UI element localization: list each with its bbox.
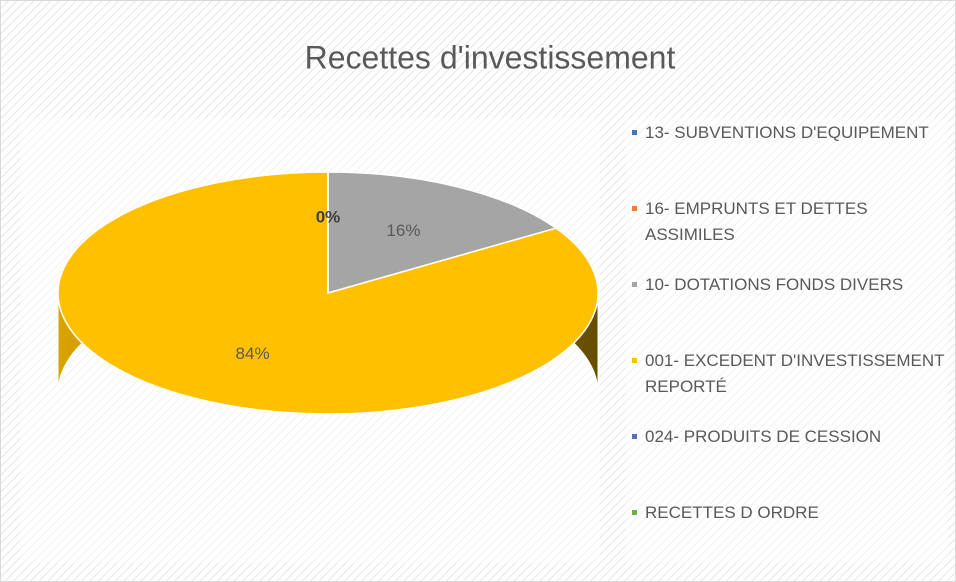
legend-label: 001- EXCEDENT D'INVESTISSEMENT REPORTÉ — [645, 351, 945, 396]
legend-item: RECETTES D ORDRE — [628, 500, 950, 576]
data-label: 16% — [386, 221, 420, 240]
legend-label: 16- EMPRUNTS ET DETTES ASSIMILES — [645, 199, 868, 244]
legend-key — [632, 130, 637, 135]
legend-key — [632, 282, 637, 287]
legend-item: 024- PRODUITS DE CESSION — [628, 424, 950, 500]
data-label: 0% — [316, 207, 341, 226]
data-label: 84% — [236, 344, 270, 363]
legend-area — [626, 118, 948, 563]
legend-key — [632, 510, 637, 515]
legend-label: 10- DOTATIONS FONDS DIVERS — [645, 275, 904, 294]
slice — [327, 171, 558, 294]
legend-item: 10- DOTATIONS FONDS DIVERS — [628, 272, 950, 348]
legend-item: 16- EMPRUNTS ET DETTES ASSIMILES — [628, 196, 950, 272]
legend-item: 001- EXCEDENT D'INVESTISSEMENT REPORTÉ — [628, 348, 950, 424]
legend: 13- SUBVENTIONS D'EQUIPEMENT 16- EMPRUNTS… — [628, 120, 950, 576]
chart-title: Recettes d'investissement — [305, 39, 676, 75]
legend-key — [632, 206, 637, 211]
legend-label: 024- PRODUITS DE CESSION — [645, 427, 882, 446]
legend-label: RECETTES D ORDRE — [645, 503, 819, 522]
legend-item: 13- SUBVENTIONS D'EQUIPEMENT — [628, 120, 950, 196]
legend-label: 13- SUBVENTIONS D'EQUIPEMENT — [645, 123, 929, 142]
slice — [57, 171, 599, 415]
legend-key — [632, 358, 637, 363]
legend-key — [632, 434, 637, 439]
